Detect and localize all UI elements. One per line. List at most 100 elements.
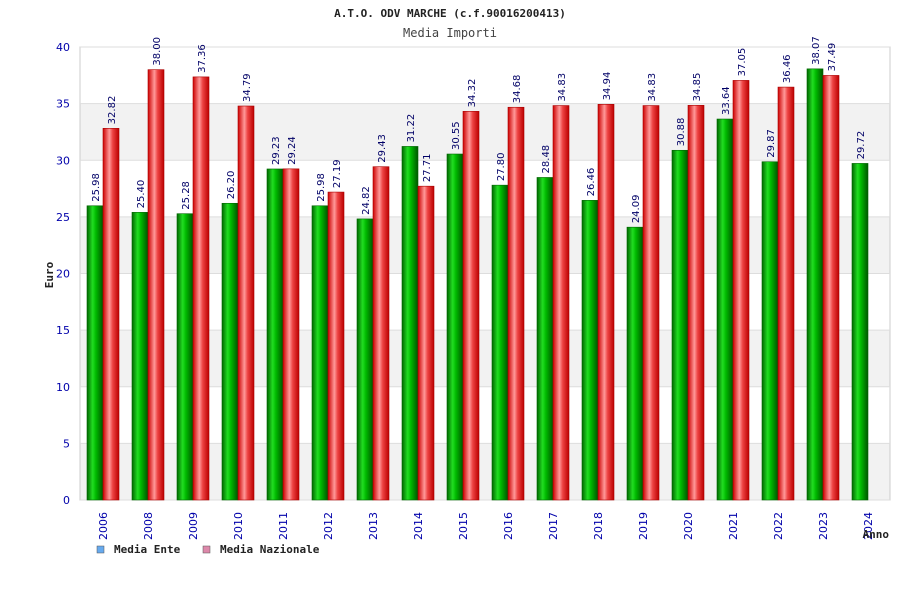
legend-label-ente: Media Ente xyxy=(114,543,181,556)
bar-media-nazionale xyxy=(822,75,840,501)
value-label: 38.00 xyxy=(152,37,163,66)
plot-band xyxy=(80,443,890,500)
y-tick-label: 30 xyxy=(56,154,70,167)
bar-media-ente xyxy=(806,68,824,501)
bar-media-nazionale xyxy=(462,111,480,501)
legend-swatch-nazionale xyxy=(202,545,211,554)
x-tick-label: 2018 xyxy=(592,512,605,540)
value-label: 26.20 xyxy=(226,171,237,200)
plot-background xyxy=(79,46,891,501)
value-label: 25.98 xyxy=(316,173,327,202)
value-label: 37.49 xyxy=(827,43,838,72)
bar-media-ente xyxy=(716,118,734,501)
bar-media-ente xyxy=(446,153,464,501)
value-label: 34.94 xyxy=(602,72,613,101)
bars xyxy=(86,68,869,501)
value-label: 29.23 xyxy=(271,136,282,165)
bar-media-ente xyxy=(491,184,509,501)
x-tick-label: 2023 xyxy=(817,512,830,540)
bar-media-nazionale xyxy=(642,105,660,501)
bar-media-nazionale xyxy=(777,86,795,501)
value-label: 28.48 xyxy=(541,145,552,174)
value-label: 32.82 xyxy=(107,96,118,125)
bar-media-nazionale xyxy=(687,105,705,501)
x-tick-label: 2020 xyxy=(682,512,695,540)
bar-media-nazionale xyxy=(147,69,165,501)
value-label: 34.83 xyxy=(647,73,658,102)
plot-band xyxy=(80,330,890,387)
value-labels: 25.98 32.82 25.40 38.00 25.28 37.36 26.20 34.79… xyxy=(91,36,867,223)
chart-subtitle: Media Importi xyxy=(403,26,497,40)
x-tick-label: 2019 xyxy=(637,512,650,540)
legend-swatch-ente xyxy=(96,545,105,554)
value-label: 24.09 xyxy=(631,195,642,224)
bar-media-nazionale xyxy=(192,76,210,501)
y-tick-label: 25 xyxy=(56,211,70,224)
value-label: 37.36 xyxy=(197,44,208,73)
y-tick-label: 10 xyxy=(56,381,70,394)
value-label: 31.22 xyxy=(406,114,417,143)
value-label: 27.80 xyxy=(496,153,507,182)
y-tick-label: 0 xyxy=(63,494,70,507)
plot-band xyxy=(80,216,890,274)
x-tick-label: 2021 xyxy=(727,512,740,540)
bar-media-nazionale xyxy=(102,128,120,501)
value-label: 26.46 xyxy=(586,168,597,197)
x-tick-label: 2017 xyxy=(547,512,560,540)
value-label: 30.88 xyxy=(676,118,687,147)
value-label: 25.40 xyxy=(136,180,147,209)
bar-media-ente xyxy=(536,177,554,501)
value-label: 38.07 xyxy=(811,36,822,65)
bar-media-nazionale xyxy=(732,80,750,501)
value-label: 34.32 xyxy=(467,79,478,108)
value-label: 25.28 xyxy=(181,181,192,210)
y-tick-label: 35 xyxy=(56,98,70,111)
bar-media-ente xyxy=(311,205,329,501)
legend-label-nazionale: Media Nazionale xyxy=(220,543,320,556)
bar-media-ente xyxy=(671,149,689,501)
x-tick-label: 2010 xyxy=(232,512,245,540)
value-label: 34.83 xyxy=(557,73,568,102)
bar-media-ente xyxy=(221,202,239,501)
x-tick-label: 2006 xyxy=(97,512,110,540)
x-axis-title: Anno xyxy=(863,528,890,541)
bar-media-ente xyxy=(131,212,149,501)
y-tick-label: 15 xyxy=(56,324,70,337)
x-tick-label: 2016 xyxy=(502,512,515,540)
bar-media-ente xyxy=(401,146,419,501)
value-label: 30.55 xyxy=(451,121,462,150)
x-tick-label: 2009 xyxy=(187,512,200,540)
bar-media-nazionale xyxy=(597,104,615,501)
plot-band xyxy=(80,273,890,331)
bar-media-nazionale xyxy=(372,166,390,501)
x-tick-label: 2022 xyxy=(772,512,785,540)
x-tick-label: 2012 xyxy=(322,512,335,540)
y-tick-label: 20 xyxy=(56,268,70,281)
x-tick-label: 2011 xyxy=(277,512,290,540)
bar-media-ente xyxy=(356,218,374,501)
value-label: 33.64 xyxy=(721,86,732,115)
x-tick-label: 2015 xyxy=(457,512,470,540)
value-label: 36.46 xyxy=(782,54,793,83)
bar-media-ente xyxy=(626,226,644,501)
bar-media-ente xyxy=(581,200,599,501)
bar-media-ente xyxy=(176,213,194,501)
y-axis-ticks: 0 5 10 15 20 25 30 35 40 xyxy=(56,41,70,507)
bar-media-nazionale xyxy=(417,185,435,501)
value-label: 27.71 xyxy=(422,154,433,183)
legend: Media Ente Media Nazionale xyxy=(96,543,320,556)
y-axis-title: Euro xyxy=(43,261,56,288)
x-tick-label: 2024 xyxy=(862,512,875,540)
plot-band xyxy=(80,103,890,161)
value-label: 24.82 xyxy=(361,186,372,215)
plot-band xyxy=(80,386,890,444)
bar-media-nazionale xyxy=(327,191,345,501)
x-axis-ticks: 2006 2008 2009 2010 2011 2012 2013 2014 2015 2016… xyxy=(97,512,875,540)
bar-media-nazionale xyxy=(507,106,525,501)
value-label: 34.85 xyxy=(692,73,703,102)
grid-lines xyxy=(80,46,890,501)
value-label: 37.05 xyxy=(737,48,748,77)
value-label: 34.68 xyxy=(512,75,523,104)
x-tick-label: 2008 xyxy=(142,512,155,540)
